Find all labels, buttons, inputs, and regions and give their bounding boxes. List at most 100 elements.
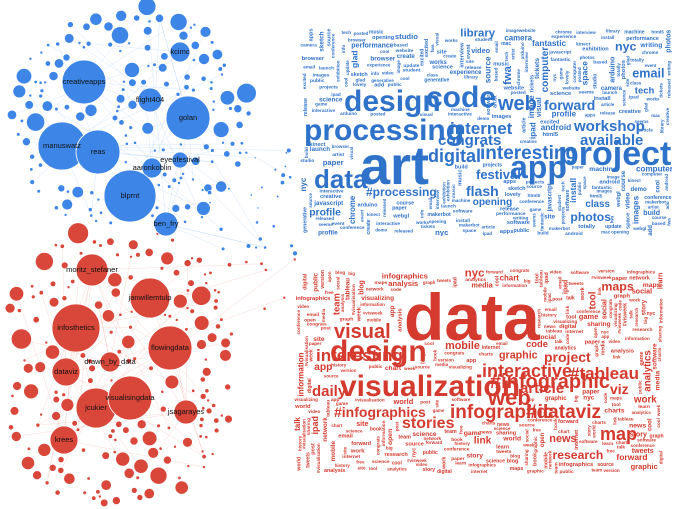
cloud-red-word: information <box>502 283 527 288</box>
cloud-blue-word: conference <box>519 199 544 204</box>
cloud-blue-word: seems <box>635 119 650 124</box>
blue-node <box>7 109 17 120</box>
cloud-blue-word: ipad <box>331 92 341 97</box>
cloud-red-word: conference <box>444 447 470 453</box>
cloud-red-word: source <box>405 441 424 447</box>
blue-node <box>254 245 258 250</box>
red-node <box>129 254 133 259</box>
cloud-red-word: blog <box>510 453 520 458</box>
network-edge <box>21 338 111 363</box>
red-node <box>48 463 57 472</box>
red-node <box>204 281 209 285</box>
cloud-blue-word: writing <box>639 42 662 49</box>
cloud-red-word: graphic <box>499 349 538 361</box>
cloud-red-word: daily <box>312 383 347 400</box>
cloud-red-word: book <box>553 418 559 430</box>
cloud-blue-word: install <box>594 96 611 102</box>
network-edge <box>83 81 222 187</box>
cloud-red-word: nyc <box>647 311 656 317</box>
cloud-blue-word: game <box>315 102 327 107</box>
cloud-red-word: map <box>600 424 637 444</box>
cloud-blue-word: interactive <box>448 112 472 118</box>
cloud-red-word: ipad <box>544 272 550 283</box>
blue-node <box>118 119 125 126</box>
cloud-red-word: charts <box>592 420 606 425</box>
blue-node <box>62 53 71 62</box>
cloud-blue-word: glad <box>643 102 648 112</box>
cloud-blue-word: experience <box>450 69 482 76</box>
blue-node <box>29 167 34 172</box>
cloud-red-word: mobile <box>543 452 549 469</box>
cloud-blue-word: music <box>451 184 457 198</box>
cloud-red-word: version <box>320 270 326 289</box>
cloud-blue-word: tech <box>342 30 352 35</box>
cloud-blue-word: student <box>557 195 562 212</box>
cloud-red-word: analysis <box>398 308 404 332</box>
cloud-red-word: free <box>607 448 616 453</box>
cloud-red-word: infographics <box>627 270 656 275</box>
red-node <box>158 446 163 451</box>
red-node-label: moritz_stefaner <box>66 265 118 274</box>
cloud-blue-word: email <box>428 198 433 210</box>
blue-node <box>177 181 181 185</box>
cloud-red-word: design <box>330 335 427 368</box>
blue-node <box>212 99 216 104</box>
red-node <box>142 430 158 447</box>
cloud-red-word: social <box>335 277 340 290</box>
red-node <box>123 467 135 479</box>
blue-node <box>184 203 191 211</box>
cloud-blue-word: released <box>382 198 387 217</box>
blue-node <box>89 12 103 26</box>
cloud-red-word: free <box>325 290 334 296</box>
cloud-red-word: public <box>423 450 438 456</box>
cloud-red-word: talk <box>617 444 625 449</box>
cloud-blue-word: music <box>458 169 464 185</box>
cloud-blue-word: apps <box>503 179 516 185</box>
cloud-red-word: forward <box>351 441 371 447</box>
cloud-blue-word: chrome <box>516 69 521 86</box>
cloud-blue-word: lovely <box>564 70 570 84</box>
cloud-red-word: chart <box>331 423 343 428</box>
cloud-red-word: visualizing <box>613 303 618 327</box>
cloud-red-word: visualizing <box>294 397 318 402</box>
cloud-red-word: world <box>393 397 414 406</box>
cloud-red-word: open <box>540 432 546 447</box>
red-node <box>167 314 172 319</box>
cloud-blue-word: science <box>432 65 453 71</box>
cloud-red-word: #visweek <box>617 313 622 334</box>
cloud-red-word: team <box>592 468 603 473</box>
red-node <box>109 378 114 383</box>
blue-node-label: aaronkoblin <box>133 163 172 172</box>
red-node <box>98 243 103 248</box>
network-labels: creativeapps kcimc golan manuswatz flight404… <box>43 47 204 444</box>
red-node <box>122 426 130 434</box>
cloud-red-word: team <box>331 293 342 315</box>
blue-node <box>171 204 181 213</box>
cloud-red-word: blog <box>335 270 345 275</box>
cloud-red-word: book <box>451 437 463 443</box>
blue-node <box>255 220 259 225</box>
red-node <box>229 331 234 337</box>
cloud-blue-word: release <box>465 65 482 71</box>
red-node <box>160 389 165 394</box>
blue-node <box>260 185 264 189</box>
cloud-red-word: story <box>586 425 591 437</box>
cloud-blue-word: interactive <box>320 189 344 195</box>
cloud-red-word: forward <box>486 270 503 275</box>
cloud-red-word: team <box>444 429 457 435</box>
cloud-blue-word: artist <box>510 48 515 60</box>
cloud-red-word: site <box>313 336 324 343</box>
red-node <box>107 272 123 288</box>
blue-node <box>57 184 66 193</box>
cloud-red-word: week <box>522 443 535 448</box>
cloud-blue-word: tickets <box>658 83 663 98</box>
cloud-blue-word: arduino <box>608 56 616 83</box>
network-edge <box>63 439 204 468</box>
cloud-red-word: link <box>597 287 602 295</box>
cloud-blue-word: seems <box>531 213 536 228</box>
cloud-red-word: video <box>416 462 428 467</box>
blue-node <box>64 33 75 44</box>
cloud-blue-word: excited <box>540 120 560 126</box>
cloud-red-word: site <box>434 399 439 407</box>
blue-node <box>288 175 293 180</box>
